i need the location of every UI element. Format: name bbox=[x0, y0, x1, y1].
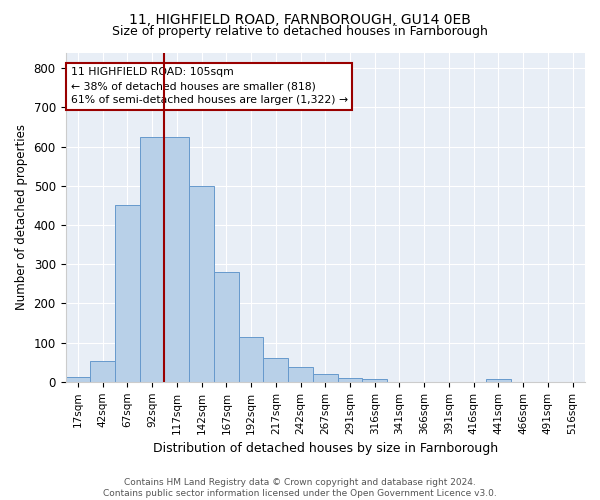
X-axis label: Distribution of detached houses by size in Farnborough: Distribution of detached houses by size … bbox=[153, 442, 498, 455]
Bar bbox=[486, 378, 511, 382]
Bar bbox=[65, 377, 90, 382]
Text: Contains HM Land Registry data © Crown copyright and database right 2024.
Contai: Contains HM Land Registry data © Crown c… bbox=[103, 478, 497, 498]
Bar bbox=[239, 336, 263, 382]
Y-axis label: Number of detached properties: Number of detached properties bbox=[15, 124, 28, 310]
Bar bbox=[140, 137, 164, 382]
Text: Size of property relative to detached houses in Farnborough: Size of property relative to detached ho… bbox=[112, 25, 488, 38]
Bar bbox=[164, 137, 189, 382]
Bar bbox=[338, 378, 362, 382]
Bar bbox=[313, 374, 338, 382]
Bar bbox=[214, 272, 239, 382]
Text: 11, HIGHFIELD ROAD, FARNBOROUGH, GU14 0EB: 11, HIGHFIELD ROAD, FARNBOROUGH, GU14 0E… bbox=[129, 12, 471, 26]
Bar bbox=[90, 361, 115, 382]
Bar bbox=[263, 358, 288, 382]
Bar bbox=[362, 378, 387, 382]
Bar bbox=[115, 206, 140, 382]
Bar bbox=[288, 368, 313, 382]
Bar bbox=[189, 186, 214, 382]
Text: 11 HIGHFIELD ROAD: 105sqm
← 38% of detached houses are smaller (818)
61% of semi: 11 HIGHFIELD ROAD: 105sqm ← 38% of detac… bbox=[71, 68, 348, 106]
